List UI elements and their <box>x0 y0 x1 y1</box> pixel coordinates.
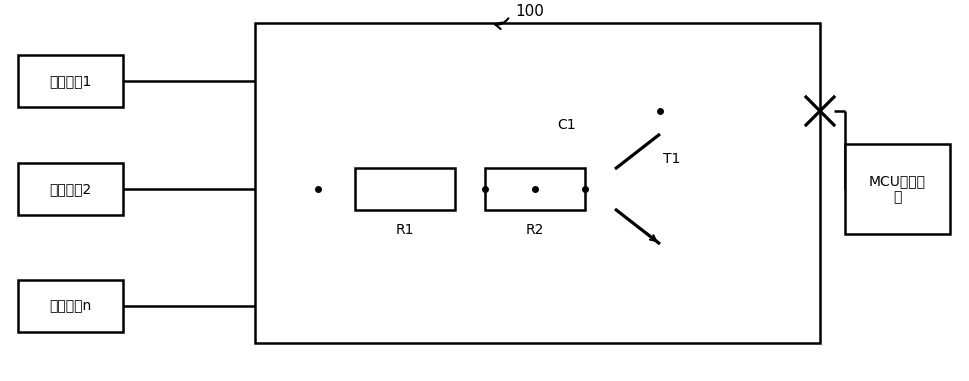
Text: R1: R1 <box>395 223 415 237</box>
Text: 输入端口1: 输入端口1 <box>48 74 91 88</box>
Bar <box>18 280 123 332</box>
Bar <box>845 144 950 234</box>
Text: MCU中断管
脚: MCU中断管 脚 <box>868 174 925 204</box>
Text: C1: C1 <box>558 118 577 132</box>
Text: 输入端口2: 输入端口2 <box>48 182 91 196</box>
FancyArrowPatch shape <box>495 18 509 29</box>
Bar <box>485 168 585 210</box>
Text: R2: R2 <box>526 223 545 237</box>
Bar <box>355 168 455 210</box>
Text: 100: 100 <box>516 3 545 19</box>
Bar <box>18 163 123 215</box>
Bar <box>255 23 820 343</box>
Text: T1: T1 <box>664 152 680 166</box>
Text: 输入端口n: 输入端口n <box>48 299 91 313</box>
Bar <box>18 55 123 107</box>
